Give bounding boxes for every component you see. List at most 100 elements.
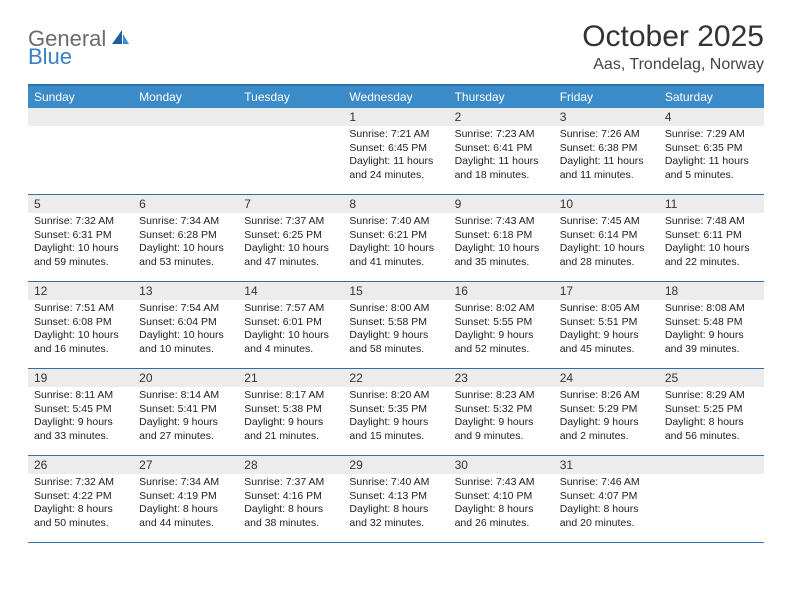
calendar-week: 1Sunrise: 7:21 AMSunset: 6:45 PMDaylight… [28,108,764,195]
day-data [238,126,343,132]
sunrise-text: Sunrise: 7:51 AM [34,302,127,316]
sunset-text: Sunset: 5:41 PM [139,403,232,417]
sunrise-text: Sunrise: 7:43 AM [455,476,548,490]
sunrise-text: Sunrise: 8:17 AM [244,389,337,403]
calendar-week: 12Sunrise: 7:51 AMSunset: 6:08 PMDayligh… [28,282,764,369]
daylight-text: Daylight: 8 hours and 56 minutes. [665,416,758,443]
day-number: 24 [554,369,659,387]
daylight-text: Daylight: 9 hours and 33 minutes. [34,416,127,443]
day-number: 9 [449,195,554,213]
calendar-cell: 27Sunrise: 7:34 AMSunset: 4:19 PMDayligh… [133,456,238,542]
day-data: Sunrise: 8:26 AMSunset: 5:29 PMDaylight:… [554,387,659,448]
sunset-text: Sunset: 6:04 PM [139,316,232,330]
calendar-cell: 11Sunrise: 7:48 AMSunset: 6:11 PMDayligh… [659,195,764,281]
daylight-text: Daylight: 8 hours and 26 minutes. [455,503,548,530]
sunrise-text: Sunrise: 7:34 AM [139,215,232,229]
daylight-text: Daylight: 9 hours and 27 minutes. [139,416,232,443]
day-data: Sunrise: 7:43 AMSunset: 4:10 PMDaylight:… [449,474,554,535]
calendar-cell: 21Sunrise: 8:17 AMSunset: 5:38 PMDayligh… [238,369,343,455]
day-number: 21 [238,369,343,387]
day-data: Sunrise: 7:40 AMSunset: 6:21 PMDaylight:… [343,213,448,274]
daylight-text: Daylight: 10 hours and 22 minutes. [665,242,758,269]
daylight-text: Daylight: 11 hours and 24 minutes. [349,155,442,182]
daylight-text: Daylight: 9 hours and 52 minutes. [455,329,548,356]
day-number: 18 [659,282,764,300]
sunset-text: Sunset: 5:29 PM [560,403,653,417]
day-data: Sunrise: 7:32 AMSunset: 4:22 PMDaylight:… [28,474,133,535]
daylight-text: Daylight: 10 hours and 4 minutes. [244,329,337,356]
day-number [659,456,764,474]
page-title: October 2025 [582,20,764,54]
weekday-saturday: Saturday [659,86,764,108]
sunset-text: Sunset: 6:11 PM [665,229,758,243]
calendar-cell [238,108,343,194]
sunrise-text: Sunrise: 7:37 AM [244,476,337,490]
calendar-cell: 24Sunrise: 8:26 AMSunset: 5:29 PMDayligh… [554,369,659,455]
sunset-text: Sunset: 5:45 PM [34,403,127,417]
daylight-text: Daylight: 10 hours and 28 minutes. [560,242,653,269]
weekday-monday: Monday [133,86,238,108]
daylight-text: Daylight: 11 hours and 5 minutes. [665,155,758,182]
day-number: 29 [343,456,448,474]
sunset-text: Sunset: 6:01 PM [244,316,337,330]
day-data: Sunrise: 8:08 AMSunset: 5:48 PMDaylight:… [659,300,764,361]
sunrise-text: Sunrise: 8:29 AM [665,389,758,403]
daylight-text: Daylight: 9 hours and 21 minutes. [244,416,337,443]
day-data: Sunrise: 7:29 AMSunset: 6:35 PMDaylight:… [659,126,764,187]
sunrise-text: Sunrise: 7:32 AM [34,476,127,490]
sunrise-text: Sunrise: 8:23 AM [455,389,548,403]
day-data: Sunrise: 7:37 AMSunset: 6:25 PMDaylight:… [238,213,343,274]
daylight-text: Daylight: 9 hours and 15 minutes. [349,416,442,443]
day-number: 12 [28,282,133,300]
calendar-cell: 18Sunrise: 8:08 AMSunset: 5:48 PMDayligh… [659,282,764,368]
calendar-cell: 20Sunrise: 8:14 AMSunset: 5:41 PMDayligh… [133,369,238,455]
day-data: Sunrise: 7:23 AMSunset: 6:41 PMDaylight:… [449,126,554,187]
day-number: 31 [554,456,659,474]
sunset-text: Sunset: 6:08 PM [34,316,127,330]
day-data [133,126,238,132]
daylight-text: Daylight: 9 hours and 2 minutes. [560,416,653,443]
day-data [659,474,764,480]
day-number: 15 [343,282,448,300]
sunset-text: Sunset: 4:07 PM [560,490,653,504]
calendar-cell: 3Sunrise: 7:26 AMSunset: 6:38 PMDaylight… [554,108,659,194]
sunset-text: Sunset: 5:55 PM [455,316,548,330]
day-number: 22 [343,369,448,387]
calendar-cell [659,456,764,542]
day-number: 16 [449,282,554,300]
calendar-cell: 2Sunrise: 7:23 AMSunset: 6:41 PMDaylight… [449,108,554,194]
calendar-cell [133,108,238,194]
calendar-cell: 25Sunrise: 8:29 AMSunset: 5:25 PMDayligh… [659,369,764,455]
sunset-text: Sunset: 4:16 PM [244,490,337,504]
daylight-text: Daylight: 10 hours and 59 minutes. [34,242,127,269]
day-number: 7 [238,195,343,213]
sunrise-text: Sunrise: 7:21 AM [349,128,442,142]
sunset-text: Sunset: 6:28 PM [139,229,232,243]
day-data: Sunrise: 8:14 AMSunset: 5:41 PMDaylight:… [133,387,238,448]
sunset-text: Sunset: 4:10 PM [455,490,548,504]
day-data: Sunrise: 7:51 AMSunset: 6:08 PMDaylight:… [28,300,133,361]
calendar-cell: 15Sunrise: 8:00 AMSunset: 5:58 PMDayligh… [343,282,448,368]
day-number: 2 [449,108,554,126]
day-number [238,108,343,126]
weekday-friday: Friday [554,86,659,108]
calendar: Sunday Monday Tuesday Wednesday Thursday… [28,84,764,543]
day-data: Sunrise: 7:37 AMSunset: 4:16 PMDaylight:… [238,474,343,535]
day-number: 10 [554,195,659,213]
day-number: 14 [238,282,343,300]
day-number: 8 [343,195,448,213]
day-data: Sunrise: 7:46 AMSunset: 4:07 PMDaylight:… [554,474,659,535]
calendar-cell: 8Sunrise: 7:40 AMSunset: 6:21 PMDaylight… [343,195,448,281]
day-number: 30 [449,456,554,474]
sunrise-text: Sunrise: 7:37 AM [244,215,337,229]
calendar-cell: 23Sunrise: 8:23 AMSunset: 5:32 PMDayligh… [449,369,554,455]
weekday-tuesday: Tuesday [238,86,343,108]
daylight-text: Daylight: 11 hours and 18 minutes. [455,155,548,182]
day-data: Sunrise: 8:20 AMSunset: 5:35 PMDaylight:… [343,387,448,448]
sunset-text: Sunset: 4:22 PM [34,490,127,504]
day-data: Sunrise: 7:34 AMSunset: 4:19 PMDaylight:… [133,474,238,535]
sunrise-text: Sunrise: 7:48 AM [665,215,758,229]
sunrise-text: Sunrise: 7:23 AM [455,128,548,142]
sunset-text: Sunset: 5:35 PM [349,403,442,417]
daylight-text: Daylight: 10 hours and 35 minutes. [455,242,548,269]
